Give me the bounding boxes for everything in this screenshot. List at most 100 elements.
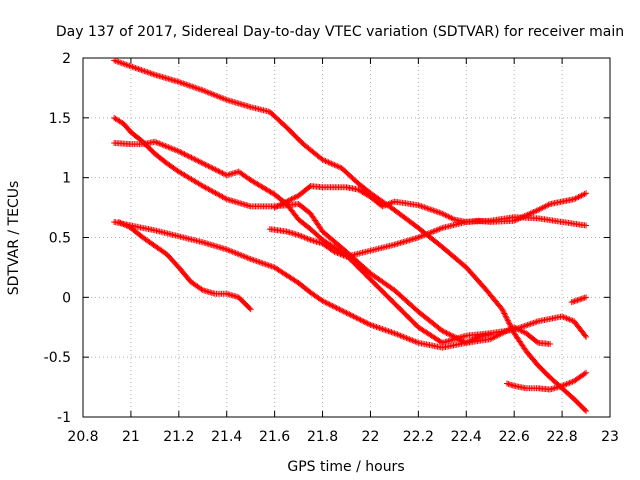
- data-point: [339, 251, 346, 258]
- data-point: [386, 328, 393, 335]
- data-point: [121, 221, 128, 228]
- data-point: [517, 215, 524, 222]
- data-point: [447, 332, 454, 339]
- data-point: [174, 147, 181, 154]
- data-point: [448, 215, 455, 222]
- data-point: [319, 297, 326, 304]
- data-point: [582, 332, 589, 339]
- data-point: [301, 234, 308, 241]
- data-point: [503, 314, 510, 321]
- data-point: [526, 321, 533, 328]
- data-point: [331, 248, 338, 255]
- data-point: [580, 191, 587, 198]
- y-axis-label: SDTVAR / TECUs: [6, 181, 22, 296]
- data-point: [198, 159, 205, 166]
- data-point: [533, 318, 540, 325]
- data-point: [211, 165, 218, 172]
- data-point: [196, 158, 203, 165]
- data-point: [574, 194, 581, 201]
- data-point: [141, 68, 148, 75]
- data-point: [264, 261, 271, 268]
- data-point: [193, 85, 200, 92]
- data-point: [518, 324, 525, 331]
- data-point: [234, 250, 241, 257]
- data-point: [297, 232, 304, 239]
- data-point: [300, 233, 307, 240]
- data-point: [409, 337, 416, 344]
- data-point: [500, 309, 507, 316]
- data-point: [377, 325, 384, 332]
- data-point: [190, 84, 197, 91]
- data-point: [199, 160, 206, 167]
- data-point: [321, 157, 328, 164]
- data-point: [434, 208, 441, 215]
- data-point: [156, 140, 163, 147]
- data-point: [445, 213, 452, 220]
- data-point: [277, 201, 284, 208]
- data-point: [162, 142, 169, 149]
- data-point: [292, 194, 299, 201]
- data-point: [280, 200, 287, 207]
- data-point: [419, 203, 426, 210]
- data-point: [191, 156, 198, 163]
- data-point: [449, 332, 456, 339]
- data-point: [202, 88, 209, 95]
- data-point: [238, 252, 245, 259]
- data-point: [421, 204, 428, 211]
- tick-labels: 20.8 21 21.2 21.4 21.6 21.8 22 22.2 22.4 22.6 22.8…: [44, 51, 619, 445]
- data-point: [195, 158, 202, 165]
- data-point: [150, 71, 157, 78]
- x-tick-label: 22.2: [403, 429, 434, 445]
- data-point: [523, 322, 530, 329]
- data-point: [386, 200, 393, 207]
- data-point: [211, 92, 218, 99]
- data-point: [160, 142, 167, 149]
- y-tick-label: 1: [62, 171, 71, 187]
- data-point: [166, 144, 173, 151]
- data-point: [333, 304, 340, 311]
- data-point: [521, 322, 528, 329]
- data-point: [374, 324, 381, 331]
- data-point: [339, 307, 346, 314]
- data-point: [135, 65, 142, 72]
- data-point: [415, 202, 422, 209]
- data-point: [181, 151, 188, 158]
- data-point: [419, 232, 426, 239]
- data-point: [565, 315, 572, 322]
- data-point: [517, 324, 524, 331]
- data-point: [488, 335, 495, 342]
- y-tick-label: 0: [62, 290, 71, 306]
- data-point: [285, 197, 292, 204]
- grid: [83, 58, 610, 417]
- data-point: [337, 307, 344, 314]
- data-point: [215, 168, 222, 175]
- x-tick-label: 22.6: [499, 429, 530, 445]
- data-point: [289, 195, 296, 202]
- data-point: [343, 309, 350, 316]
- x-tick-label: 23: [601, 429, 619, 445]
- data-point: [139, 67, 146, 74]
- data-point: [427, 229, 434, 236]
- data-point: [127, 63, 134, 70]
- data-point: [392, 330, 399, 337]
- data-point: [533, 207, 540, 214]
- data-point: [120, 221, 127, 228]
- data-point: [511, 217, 518, 224]
- data-point: [504, 316, 511, 323]
- data-point: [165, 144, 172, 151]
- data-point: [406, 336, 413, 343]
- data-point: [559, 313, 566, 320]
- data-point: [581, 190, 588, 197]
- data-point: [568, 379, 575, 386]
- data-point: [182, 151, 189, 158]
- data-point: [350, 313, 357, 320]
- data-point: [397, 332, 404, 339]
- data-point: [124, 223, 131, 230]
- data-point: [180, 80, 187, 87]
- data-point: [244, 254, 251, 261]
- data-point: [214, 93, 221, 100]
- data-point: [320, 298, 327, 305]
- data-point: [542, 203, 549, 210]
- plot-frame: [82, 57, 611, 418]
- data-point: [467, 337, 474, 344]
